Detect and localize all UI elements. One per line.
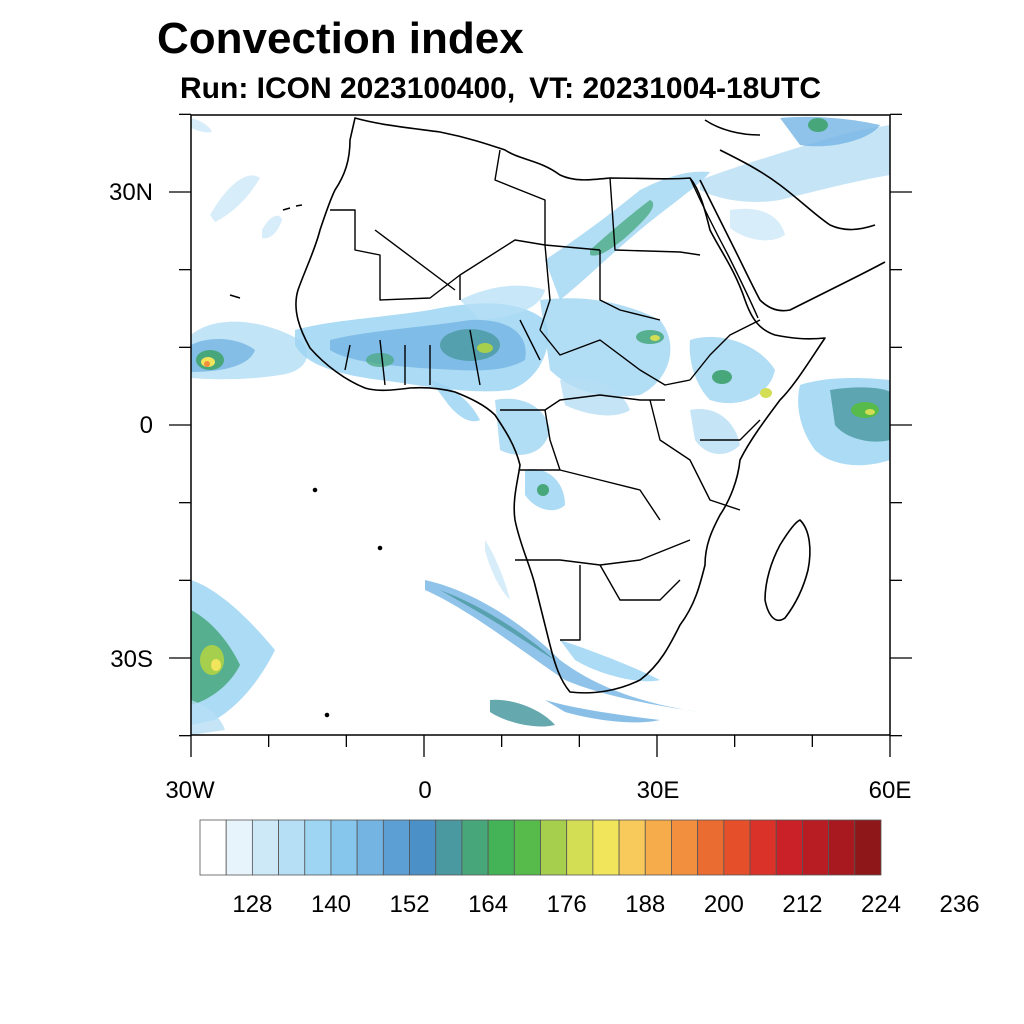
field-patch — [636, 330, 664, 344]
colorbar-swatch — [225, 819, 253, 876]
colorbar-swatch — [749, 819, 777, 876]
colorbar-label: 212 — [782, 891, 822, 918]
colorbar-swatch — [278, 819, 306, 876]
coastlines — [229, 117, 886, 718]
colorbar-swatch — [671, 819, 699, 876]
lon-label-30e: 30E — [637, 777, 680, 804]
colorbar-swatch — [330, 819, 358, 876]
map-subtitle: Run: ICON 2023100400, VT: 20231004-18UTC — [180, 72, 821, 106]
colorbar-label: 128 — [232, 891, 272, 918]
colorbar-label: 236 — [940, 891, 980, 918]
field-patch — [490, 699, 555, 727]
map-title: Convection index — [157, 14, 524, 63]
field-patch — [262, 215, 282, 239]
colorbar-swatch — [540, 819, 568, 876]
field-patch — [851, 402, 879, 418]
field-patch — [430, 380, 480, 422]
colorbar-swatch — [435, 819, 463, 876]
colorbar-swatch — [697, 819, 725, 876]
colorbar — [199, 819, 882, 876]
field-patch — [495, 398, 550, 455]
field-patch — [477, 343, 493, 353]
field-patch — [200, 645, 224, 675]
country-borders — [330, 149, 761, 641]
field-patch — [780, 116, 880, 147]
colorbar-label: 176 — [547, 891, 587, 918]
colorbar-swatch — [409, 819, 437, 876]
valid-time-label: VT: 20231004-18UTC — [529, 72, 821, 105]
run-label: Run: ICON 2023100400, — [180, 72, 516, 105]
colorbar-swatch — [304, 819, 332, 876]
colorbar-swatch — [828, 819, 856, 876]
colorbar-swatch — [854, 819, 882, 876]
island — [377, 545, 383, 551]
field-patch — [560, 378, 630, 416]
madagascar-coastline — [764, 519, 811, 622]
island — [312, 487, 318, 493]
africa-coastline — [295, 117, 826, 694]
axis-ticks — [169, 113, 912, 757]
field-patch — [865, 409, 875, 415]
colorbar-swatch — [382, 819, 410, 876]
field-patch — [460, 285, 545, 320]
field-patch — [700, 125, 890, 202]
field-patch — [712, 370, 732, 384]
colorbar-swatch — [723, 819, 751, 876]
red-sea-coast — [689, 177, 759, 319]
field-patch — [540, 298, 671, 397]
colorbar-label: 164 — [468, 891, 508, 918]
field-patch — [650, 335, 660, 341]
colorbar-swatch — [566, 819, 594, 876]
arabia-coastline — [699, 119, 886, 312]
field-patch — [485, 540, 510, 600]
field-patch — [760, 388, 772, 398]
field-patch — [730, 208, 785, 241]
field-patch — [560, 640, 660, 682]
colorbar-labels: 128 140 152 164 176 188 200 212 224 236 — [232, 891, 979, 918]
field-patch — [440, 590, 555, 660]
field-patch — [211, 659, 221, 671]
colorbar-label: 200 — [704, 891, 744, 918]
field-patch — [808, 118, 828, 132]
colorbar-swatch — [199, 819, 227, 876]
field-patch — [590, 200, 654, 256]
field-patch — [537, 484, 549, 496]
field-patch — [545, 700, 660, 723]
convection-field — [191, 116, 890, 735]
colorbar-swatch — [356, 819, 384, 876]
colorbar-swatch — [251, 819, 279, 876]
colorbar-swatch — [513, 819, 541, 876]
colorbar-label: 152 — [390, 891, 430, 918]
colorbar-swatch — [487, 819, 515, 876]
field-patch — [191, 700, 225, 735]
lon-label-0: 0 — [418, 777, 431, 804]
lon-label-30w: 30W — [165, 777, 215, 804]
field-patch — [366, 353, 394, 367]
colorbar-swatch — [802, 819, 830, 876]
islands-canary — [229, 204, 303, 299]
lat-label-30n: 30N — [109, 179, 153, 206]
colorbar-label: 140 — [311, 891, 351, 918]
lon-label-60e: 60E — [869, 777, 912, 804]
colorbar-label: 224 — [861, 891, 901, 918]
island — [324, 712, 330, 718]
field-patch — [204, 361, 210, 367]
field-patch — [210, 175, 260, 222]
field-patch — [425, 580, 700, 712]
field-patch — [690, 409, 740, 455]
colorbar-label: 188 — [625, 891, 665, 918]
field-patch — [191, 118, 212, 133]
colorbar-swatch — [592, 819, 620, 876]
colorbar-swatch — [461, 819, 489, 876]
colorbar-swatch — [644, 819, 672, 876]
lat-label-30s: 30S — [110, 646, 153, 673]
colorbar-swatch — [775, 819, 803, 876]
colorbar-swatch — [618, 819, 646, 876]
field-patch — [545, 171, 710, 300]
lat-label-0: 0 — [140, 412, 153, 439]
